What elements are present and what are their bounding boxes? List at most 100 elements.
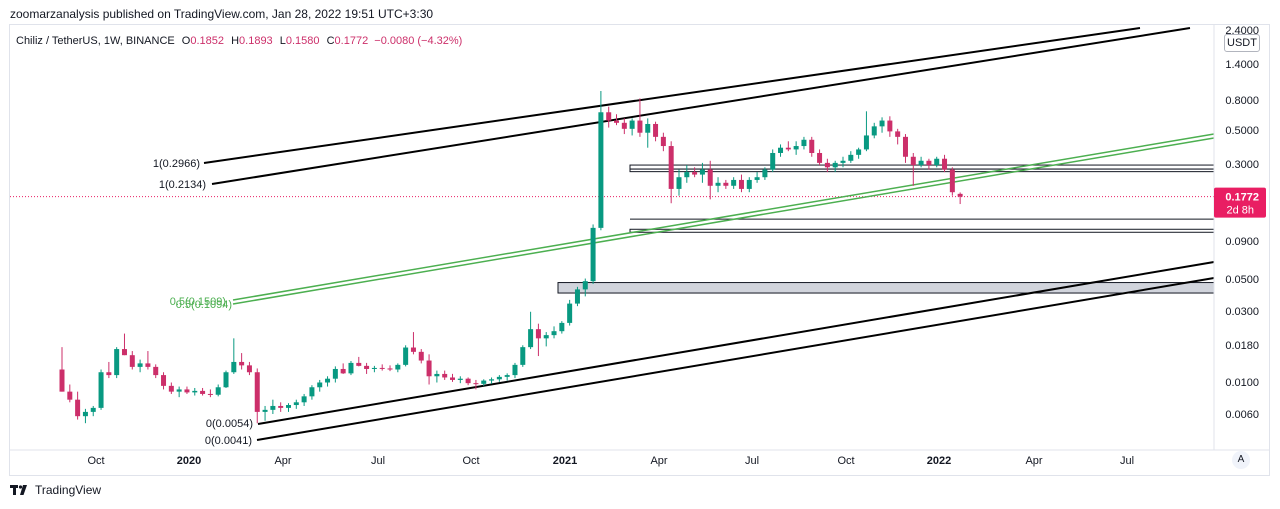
candle-up — [332, 366, 338, 383]
candle-body — [106, 372, 112, 376]
candle-up — [746, 177, 752, 193]
candle-down — [153, 364, 159, 379]
candle-up — [676, 169, 682, 196]
candle-body — [949, 169, 955, 193]
candle-body — [364, 365, 370, 369]
candle-up — [489, 377, 495, 384]
candle-down — [67, 384, 73, 403]
candle-up — [285, 403, 291, 412]
low-value: 0.1580 — [285, 35, 320, 47]
auto-scale-button[interactable]: A — [1232, 451, 1250, 469]
candle-body — [231, 361, 237, 373]
candle-body — [582, 281, 588, 290]
time-tick-label: 2021 — [553, 455, 577, 467]
candle-body — [778, 147, 784, 153]
candle-down — [902, 134, 908, 163]
open-value: 0.1852 — [190, 35, 225, 47]
candle-body — [262, 409, 268, 412]
candle-body — [418, 351, 424, 361]
candle-down — [121, 333, 127, 356]
candle-body — [653, 123, 659, 137]
time-tick-label: Oct — [837, 455, 854, 467]
candle-body — [559, 322, 565, 332]
candle-body — [192, 390, 198, 393]
candle-body — [270, 405, 276, 410]
candle-body — [731, 179, 737, 186]
candle-body — [348, 362, 354, 374]
candle-up — [567, 299, 573, 326]
candle-body — [723, 182, 729, 186]
candle-body — [668, 146, 674, 189]
candle-down — [707, 160, 713, 200]
chart-legend: Chiliz / TetherUS, 1W, BINANCE O0.1852 H… — [16, 35, 462, 47]
candle-up — [684, 165, 690, 183]
open-label: O — [181, 35, 191, 47]
candle-body — [762, 169, 768, 178]
candle-up — [856, 147, 862, 159]
candle-down — [246, 361, 252, 376]
candle-down — [418, 349, 424, 364]
candle-down — [535, 323, 541, 357]
candle-body — [161, 375, 167, 386]
candle-up — [559, 321, 565, 334]
chart-frame[interactable] — [9, 24, 1270, 476]
candle-down — [129, 351, 135, 370]
candle-up — [293, 399, 299, 409]
candle-body — [317, 382, 323, 388]
candle-down — [59, 347, 65, 392]
drawing-lines-layer — [203, 27, 1215, 441]
candle-down — [340, 363, 346, 374]
candle-body — [746, 179, 752, 189]
candle-up — [231, 338, 237, 374]
candle-body — [153, 366, 159, 376]
candle-body — [863, 135, 869, 150]
candle-body — [301, 396, 307, 403]
candle-body — [879, 120, 885, 127]
candle-body — [567, 303, 573, 323]
candle-body — [606, 112, 612, 121]
candle-down — [926, 158, 932, 170]
green-channel-line-2 — [232, 137, 1215, 305]
currency-badge[interactable]: USDT — [1224, 34, 1260, 52]
candle-body — [379, 367, 385, 369]
candle-body — [629, 120, 635, 129]
candle-up — [645, 118, 651, 148]
candle-up — [543, 332, 549, 347]
candle-down — [824, 158, 830, 173]
candle-body — [325, 378, 331, 383]
candle-down — [410, 332, 416, 355]
candle-body — [699, 169, 705, 175]
candle-body — [489, 379, 495, 381]
candle-body — [145, 363, 151, 367]
candle-body — [184, 389, 190, 393]
candle-body — [496, 376, 502, 380]
candle-body — [684, 172, 690, 178]
candle-body — [754, 177, 760, 180]
candle-down — [668, 141, 674, 204]
candle-body — [645, 123, 651, 133]
fib-label-bottom-2: 0(0.0041) — [205, 435, 252, 447]
symbol-label: Chiliz / TetherUS, 1W, BINANCE — [16, 35, 175, 47]
price-tick-label: 0.0060 — [1225, 409, 1259, 421]
candle-body — [114, 349, 120, 376]
candle-body — [692, 172, 698, 175]
candle-body — [707, 169, 713, 186]
candle-body — [457, 378, 463, 380]
candle-up — [301, 393, 307, 406]
candle-up — [512, 362, 518, 379]
candle-up — [504, 373, 510, 381]
candle-body — [910, 156, 916, 166]
candle-down — [356, 356, 362, 367]
price-tick-label: 0.0500 — [1225, 274, 1259, 286]
candle-body — [738, 179, 744, 189]
candle-body — [809, 139, 815, 153]
candle-down — [254, 368, 260, 424]
time-tick-label: Oct — [462, 455, 479, 467]
footer-brand: TradingView — [35, 483, 102, 497]
candle-up — [590, 224, 596, 284]
candle-body — [817, 152, 823, 163]
candle-down — [450, 373, 455, 382]
candle-body — [168, 385, 174, 392]
